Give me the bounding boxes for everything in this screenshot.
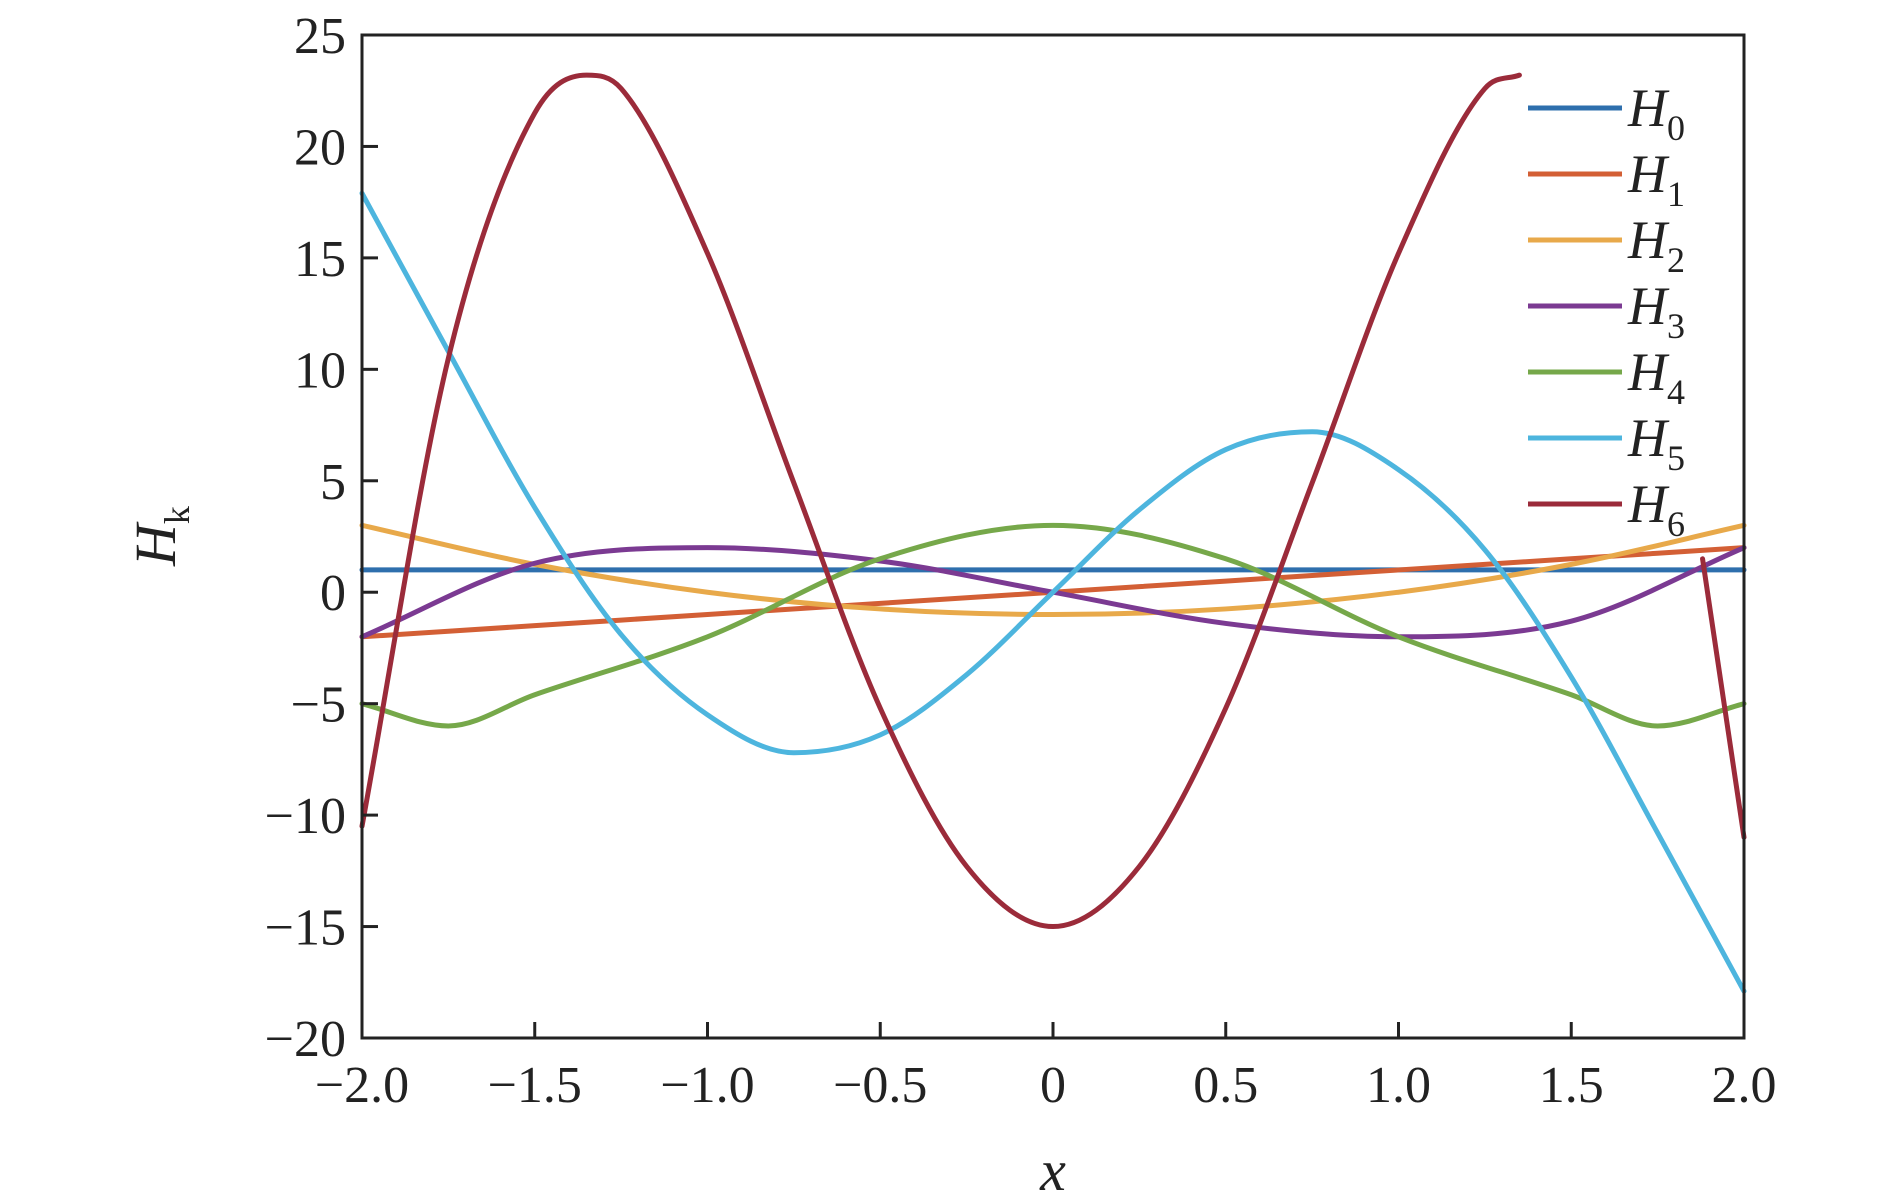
y-axis-title-base: H <box>123 521 188 567</box>
legend-label-h1: H1 <box>1627 144 1685 214</box>
y-axis-title: Hk <box>123 506 197 567</box>
y-tick-label: 15 <box>294 231 346 288</box>
series-line-h2 <box>359 522 1747 618</box>
axes-frame <box>360 33 1746 1040</box>
x-axis-title: x <box>1039 1138 1066 1203</box>
legend-label-h3: H3 <box>1627 276 1685 346</box>
series-line-h6 <box>359 72 1522 930</box>
legend-label-h0: H0 <box>1627 78 1685 148</box>
y-tick-label: 20 <box>294 119 346 176</box>
x-tick-label: 0.5 <box>1193 1057 1258 1114</box>
y-tick-label: 0 <box>320 565 346 622</box>
legend-label-h2: H2 <box>1627 210 1685 280</box>
series-layer <box>359 72 1747 994</box>
y-tick-label: 10 <box>294 342 346 399</box>
x-tick-label: 0 <box>1040 1057 1066 1114</box>
y-axis-title-sub: k <box>157 506 197 524</box>
x-tick-label: −1.5 <box>488 1057 582 1114</box>
plot-area: −2.0 −1.5 −1.0 −0.5 0 0.5 1.0 1.5 2.0 −20−15−10−… <box>265 8 1777 1114</box>
y-tick-label: −15 <box>265 900 346 957</box>
x-tick-label: −0.5 <box>833 1057 927 1114</box>
y-tick-label: −5 <box>291 677 346 734</box>
x-tick-label: 1.0 <box>1366 1057 1431 1114</box>
legend-label-h6: H6 <box>1627 474 1685 544</box>
series-line-h5 <box>359 190 1747 994</box>
y-tick-label: −20 <box>265 1011 346 1068</box>
legend-label-h5: H5 <box>1627 408 1685 478</box>
y-tick-label: −10 <box>265 788 346 845</box>
y-ticks: −20 −15 −10 −5 0 5 10 15 20 25 <box>265 8 378 1068</box>
y-tick-label: 25 <box>294 8 346 65</box>
legend-label-h4: H4 <box>1627 342 1685 412</box>
x-tick-label: −1.0 <box>660 1057 754 1114</box>
series-line-h6-right-segment <box>1700 556 1747 840</box>
x-tick-label: 1.5 <box>1539 1057 1604 1114</box>
series-line-h4 <box>359 522 1747 729</box>
x-ticks: −2.0 −1.5 −1.0 −0.5 0 0.5 1.0 1.5 2.0 <box>315 1022 1777 1114</box>
x-tick-label: 2.0 <box>1712 1057 1777 1114</box>
x-tick-label: −2.0 <box>315 1057 409 1114</box>
y-tick-label: 5 <box>320 454 346 511</box>
